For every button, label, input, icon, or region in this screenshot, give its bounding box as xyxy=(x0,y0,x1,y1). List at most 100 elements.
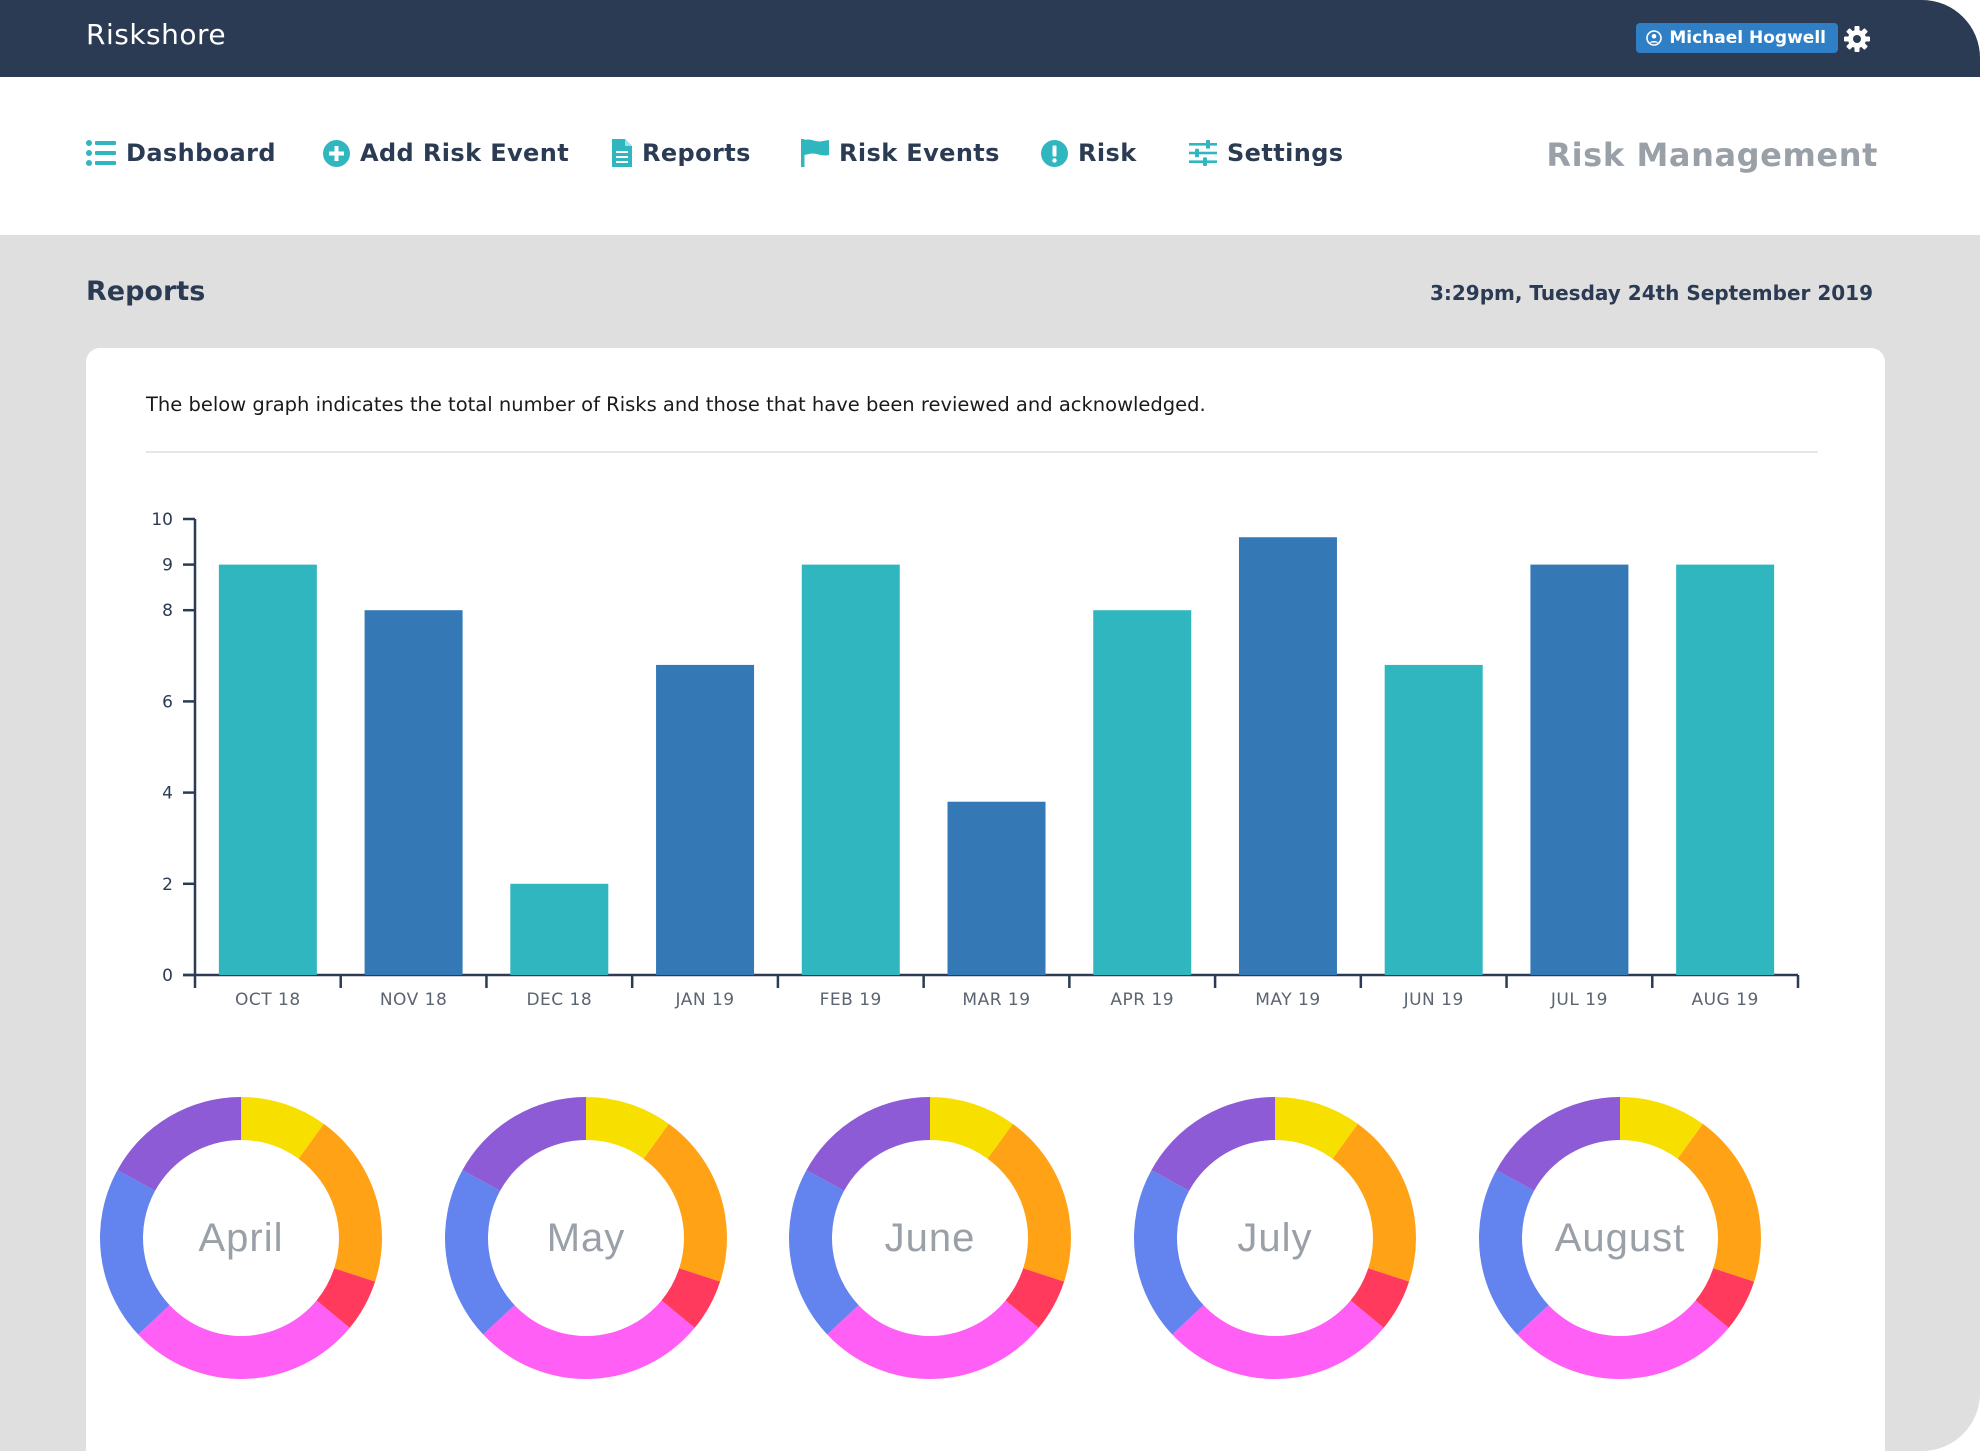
sliders-icon xyxy=(1189,140,1217,166)
user-name: Michael Hogwell xyxy=(1669,28,1826,48)
y-tick-label: 8 xyxy=(162,601,173,621)
chart-description: The below graph indicates the total numb… xyxy=(146,393,1206,416)
donut-chart-may: May xyxy=(441,1093,731,1383)
donut-segment[interactable] xyxy=(241,1097,324,1159)
flag-icon xyxy=(801,139,829,167)
donut-segment[interactable] xyxy=(483,1300,695,1379)
donut-segment[interactable] xyxy=(117,1097,241,1191)
donut-label: June xyxy=(884,1215,976,1260)
donut-label: May xyxy=(546,1215,626,1260)
x-tick-label: MAR 19 xyxy=(962,990,1030,1010)
bar[interactable] xyxy=(218,564,317,975)
donut-label: July xyxy=(1237,1215,1313,1260)
donut-segment[interactable] xyxy=(1695,1268,1755,1328)
document-icon xyxy=(612,139,632,167)
donut-segment[interactable] xyxy=(1479,1170,1549,1335)
x-tick-label: AUG 19 xyxy=(1691,990,1758,1010)
bar[interactable] xyxy=(947,801,1046,975)
donut-segment[interactable] xyxy=(930,1097,1013,1159)
y-tick-label: 6 xyxy=(162,692,173,712)
donut-segment[interactable] xyxy=(643,1123,727,1282)
donut-segment[interactable] xyxy=(987,1123,1071,1282)
user-icon xyxy=(1646,30,1663,46)
nav-risk[interactable]: Risk xyxy=(1041,139,1137,167)
nav-reports-label: Reports xyxy=(642,139,751,167)
x-tick-label: JAN 19 xyxy=(674,990,734,1010)
top-bar: Riskshore Michael Hogwell xyxy=(0,0,1980,77)
donut-chart-august: August xyxy=(1475,1093,1765,1383)
donut-segment[interactable] xyxy=(462,1097,586,1191)
donut-segment[interactable] xyxy=(1151,1097,1275,1191)
x-tick-label: MAY 19 xyxy=(1255,990,1320,1010)
donut-segment[interactable] xyxy=(661,1268,721,1328)
donut-segment[interactable] xyxy=(1275,1097,1358,1159)
nav-risk-events-label: Risk Events xyxy=(839,139,1000,167)
user-menu-button[interactable]: Michael Hogwell xyxy=(1636,23,1838,53)
nav-settings-label: Settings xyxy=(1227,139,1344,167)
x-tick-label: DEC 18 xyxy=(526,990,592,1010)
x-tick-label: FEB 19 xyxy=(820,990,882,1010)
nav-reports[interactable]: Reports xyxy=(612,139,751,167)
donut-chart-june: June xyxy=(785,1093,1075,1383)
nav-risk-events[interactable]: Risk Events xyxy=(801,139,1000,167)
donut-segment[interactable] xyxy=(1005,1268,1065,1328)
divider xyxy=(146,451,1818,453)
donut-segment[interactable] xyxy=(827,1300,1039,1379)
x-tick-label: OCT 18 xyxy=(235,990,301,1010)
donut-chart-july: July xyxy=(1130,1093,1420,1383)
x-tick-label: NOV 18 xyxy=(380,990,447,1010)
timestamp: 3:29pm, Tuesday 24th September 2019 xyxy=(1429,281,1873,305)
nav-dashboard-label: Dashboard xyxy=(126,139,276,167)
donut-segment[interactable] xyxy=(1677,1123,1761,1282)
nav-risk-label: Risk xyxy=(1078,139,1137,167)
bar[interactable] xyxy=(801,564,900,975)
nav-add-risk-event-label: Add Risk Event xyxy=(360,139,570,167)
bar[interactable] xyxy=(1384,664,1483,975)
donut-segment[interactable] xyxy=(806,1097,930,1191)
y-tick-label: 2 xyxy=(162,875,173,895)
list-icon xyxy=(86,140,116,166)
exclamation-circle-icon xyxy=(1041,139,1068,167)
donut-segment[interactable] xyxy=(99,1170,170,1335)
x-tick-label: JUN 19 xyxy=(1403,990,1464,1010)
page-title: Reports xyxy=(86,276,206,307)
nav-dashboard[interactable]: Dashboard xyxy=(86,139,276,167)
donut-segment[interactable] xyxy=(789,1170,859,1335)
bar-chart: 0 2 4 6 8 9 10 OCT 18 NOV 18 DEC 18 JAN 19 FEB 19 MA… xyxy=(151,510,1800,1010)
donut-segment[interactable] xyxy=(1332,1123,1416,1282)
bar[interactable] xyxy=(1093,610,1192,975)
report-card: The below graph indicates the total numb… xyxy=(86,348,1885,1451)
y-tick-label: 9 xyxy=(162,556,173,576)
bar[interactable] xyxy=(1238,537,1337,975)
donut-segment[interactable] xyxy=(1350,1268,1410,1328)
y-tick-label: 4 xyxy=(162,784,173,804)
module-title: Risk Management xyxy=(1546,136,1878,174)
plus-circle-icon xyxy=(323,139,350,167)
bar[interactable] xyxy=(510,883,609,975)
brand-logo[interactable]: Riskshore xyxy=(86,18,227,51)
y-tick-label: 10 xyxy=(151,510,173,530)
donut-label: August xyxy=(1554,1215,1686,1260)
donut-segment[interactable] xyxy=(586,1097,669,1159)
nav-settings[interactable]: Settings xyxy=(1189,139,1344,167)
bar[interactable] xyxy=(364,610,463,975)
bar[interactable] xyxy=(1676,564,1775,975)
bar[interactable] xyxy=(1530,564,1629,975)
donut-chart-april: April xyxy=(96,1093,386,1383)
x-tick-label: APR 19 xyxy=(1110,990,1174,1010)
donut-segment[interactable] xyxy=(1496,1097,1620,1191)
donut-segment[interactable] xyxy=(1172,1300,1384,1379)
donut-segment[interactable] xyxy=(1620,1097,1703,1159)
donut-segment[interactable] xyxy=(1517,1300,1729,1379)
donut-segment[interactable] xyxy=(445,1170,515,1335)
nav-add-risk-event[interactable]: Add Risk Event xyxy=(323,139,569,167)
bar[interactable] xyxy=(656,664,755,975)
donut-segment[interactable] xyxy=(298,1123,382,1282)
gear-icon[interactable] xyxy=(1842,24,1872,54)
donut-label: April xyxy=(198,1215,284,1260)
x-tick-label: JUL 19 xyxy=(1550,990,1608,1010)
donut-segment[interactable] xyxy=(316,1268,376,1328)
donut-segment[interactable] xyxy=(1134,1170,1204,1335)
donut-segment[interactable] xyxy=(138,1300,350,1379)
